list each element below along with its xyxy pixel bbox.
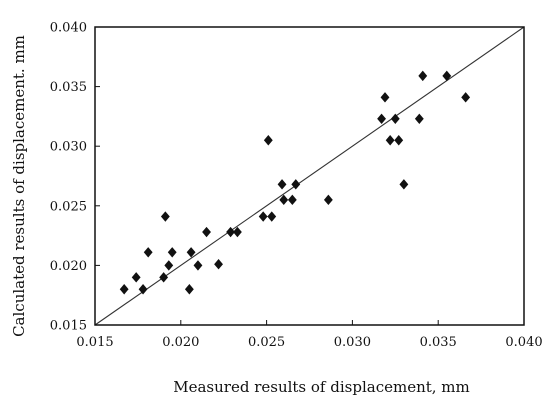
data-point [263, 135, 273, 146]
data-point [377, 113, 386, 124]
data-point [184, 284, 194, 295]
data-point [267, 211, 277, 222]
y-tick-label: 0.040 [50, 21, 87, 36]
data-point [279, 194, 289, 206]
data-point [461, 92, 471, 103]
y-axis-title: Calculated results of displacement. mm [10, 35, 28, 337]
data-point [291, 179, 301, 190]
data-point [164, 260, 174, 271]
x-axis-title: Measured results of displacement, mm [173, 378, 470, 396]
x-tick-label: 0.035 [420, 335, 457, 350]
data-point [193, 260, 203, 271]
plot-frame [94, 26, 525, 326]
data-point [226, 226, 235, 238]
x-tick-label: 0.015 [76, 335, 113, 350]
y-tick-label: 0.035 [50, 80, 87, 95]
data-point [159, 272, 169, 283]
data-points-layer [119, 70, 471, 295]
data-point [138, 284, 148, 295]
x-tick-label: 0.020 [162, 335, 199, 350]
data-point [233, 226, 242, 238]
data-point [167, 247, 177, 258]
data-point [186, 247, 196, 258]
data-point [143, 247, 153, 258]
data-point [442, 70, 452, 82]
data-point [277, 179, 287, 190]
data-point [394, 135, 404, 146]
x-tick-label: 0.040 [505, 335, 542, 350]
x-tick-label: 0.025 [248, 335, 285, 350]
reference-line-layer [94, 26, 525, 326]
data-point [258, 211, 268, 222]
y-tick-label: 0.015 [50, 319, 87, 334]
data-point [414, 113, 424, 124]
data-point [399, 179, 409, 190]
axis-ticks-layer: 0.015 0.020 0.025 0.030 0.035 0.040 0.015 0.020… [50, 21, 543, 351]
reference-line [94, 26, 525, 326]
data-point [131, 272, 141, 283]
y-tick-label: 0.020 [50, 259, 87, 274]
data-point [119, 284, 129, 295]
data-point [418, 70, 428, 82]
y-tick-label: 0.025 [50, 199, 87, 214]
data-point [160, 211, 170, 222]
data-point [380, 92, 390, 103]
data-point [214, 259, 223, 270]
data-point [323, 194, 333, 206]
y-tick-label: 0.030 [50, 140, 87, 155]
x-tick-label: 0.030 [334, 335, 371, 350]
data-point [390, 113, 400, 124]
data-point [385, 135, 395, 146]
data-point [202, 226, 211, 238]
data-point [287, 194, 297, 206]
